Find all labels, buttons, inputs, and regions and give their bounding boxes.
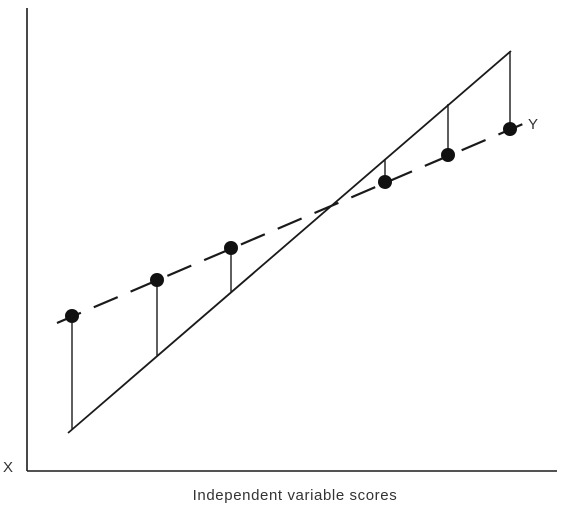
data-point-3 bbox=[224, 241, 238, 255]
data-points bbox=[65, 122, 517, 323]
x-axis-label: Independent variable scores bbox=[193, 487, 398, 504]
x-symbol-label: X bbox=[3, 459, 13, 476]
solid-line bbox=[67, 50, 512, 434]
data-point-5 bbox=[441, 148, 455, 162]
data-point-4 bbox=[378, 175, 392, 189]
data-point-6 bbox=[503, 122, 517, 136]
y-symbol-label: Y bbox=[528, 116, 538, 133]
residual-lines bbox=[71, 51, 511, 429]
data-point-1 bbox=[65, 309, 79, 323]
data-point-2 bbox=[150, 273, 164, 287]
